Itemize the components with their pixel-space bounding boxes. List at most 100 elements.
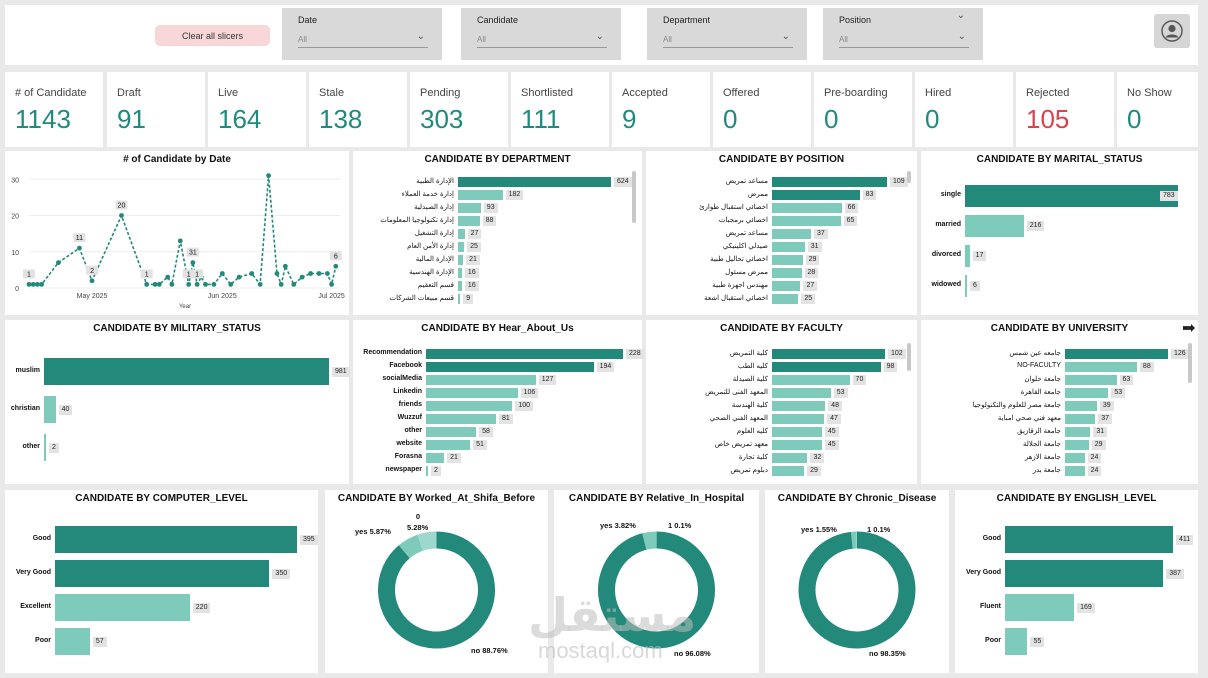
slicer-position[interactable]: Position ⌄ All ⌄: [823, 8, 983, 60]
bar[interactable]: [1065, 466, 1085, 476]
bar[interactable]: [426, 401, 513, 411]
bar[interactable]: [772, 216, 841, 226]
slicer-label: Candidate: [477, 15, 519, 25]
scrollbar[interactable]: [632, 171, 636, 223]
bar[interactable]: [772, 177, 887, 187]
bar[interactable]: [458, 294, 461, 304]
bar[interactable]: [772, 190, 860, 200]
scrollbar[interactable]: [907, 343, 911, 371]
clear-slicers-button[interactable]: Clear all slicers: [155, 25, 270, 46]
bar[interactable]: [1065, 453, 1085, 463]
bar[interactable]: [1065, 375, 1117, 385]
bar[interactable]: [458, 229, 465, 239]
slicer-dropdown[interactable]: All ⌄: [663, 30, 793, 48]
bar[interactable]: [426, 440, 471, 450]
bar[interactable]: [1005, 526, 1173, 553]
bar[interactable]: [44, 396, 56, 423]
kpi-label: Pending: [420, 87, 461, 99]
value-label: 24: [1087, 453, 1102, 463]
bar[interactable]: [1065, 349, 1168, 359]
bar[interactable]: [772, 453, 808, 463]
slicer-dropdown[interactable]: All ⌄: [298, 30, 428, 48]
bar[interactable]: [772, 229, 812, 239]
bar[interactable]: [55, 526, 297, 553]
scrollbar[interactable]: [1188, 343, 1192, 383]
bar[interactable]: [1005, 560, 1164, 587]
bar[interactable]: [44, 434, 46, 461]
bar[interactable]: [1065, 388, 1109, 398]
bar[interactable]: [426, 388, 518, 398]
bar[interactable]: [458, 190, 503, 200]
bar[interactable]: [458, 216, 480, 226]
bar[interactable]: [426, 466, 428, 476]
slicer-date[interactable]: Date All ⌄: [282, 8, 442, 60]
donut-slice[interactable]: [598, 531, 715, 649]
bar[interactable]: [965, 275, 967, 297]
bar[interactable]: [772, 440, 822, 450]
bar[interactable]: [55, 594, 190, 621]
slicer-candidate[interactable]: Candidate All ⌄: [461, 8, 621, 60]
bar[interactable]: [458, 268, 462, 278]
bar[interactable]: [55, 560, 270, 587]
bar[interactable]: [1005, 594, 1075, 621]
bar[interactable]: [55, 628, 90, 655]
slicer-department[interactable]: Department All ⌄: [647, 8, 807, 60]
kpi-card: Shortlisted 111: [511, 72, 609, 147]
bar[interactable]: [772, 294, 799, 304]
bar[interactable]: [772, 349, 885, 359]
bar[interactable]: [1065, 440, 1089, 450]
donut-slice[interactable]: [798, 531, 916, 649]
bar[interactable]: [458, 255, 464, 265]
value-label: 228: [626, 349, 644, 359]
chronic-disease-donut-panel: CANDIDATE BY Chronic_Disease yes 1.55% 1 0…: [765, 490, 949, 673]
user-avatar-icon[interactable]: [1154, 14, 1190, 48]
bar[interactable]: [965, 215, 1024, 237]
bar[interactable]: [1065, 362, 1137, 372]
bar[interactable]: [772, 466, 805, 476]
bar[interactable]: [1065, 414, 1096, 424]
bar[interactable]: [1005, 628, 1028, 655]
value-label: 27: [467, 229, 482, 239]
bar[interactable]: [772, 414, 825, 424]
bar[interactable]: [772, 242, 805, 252]
x-axis-label: Year: [179, 304, 191, 310]
category-label: socialMedia: [382, 375, 422, 382]
bar[interactable]: [44, 358, 329, 385]
bar[interactable]: [772, 203, 842, 213]
bar[interactable]: [426, 349, 623, 359]
bar[interactable]: [772, 375, 850, 385]
chevron-down-icon[interactable]: ⌄: [956, 10, 965, 21]
bar[interactable]: [458, 281, 462, 291]
scrollbar[interactable]: [907, 171, 911, 183]
bar[interactable]: [772, 401, 826, 411]
bar[interactable]: [1065, 401, 1097, 411]
donut-slice[interactable]: [642, 531, 657, 550]
bar[interactable]: [965, 185, 1178, 207]
bar[interactable]: [426, 427, 477, 437]
arrow-right-icon[interactable]: ➡: [1182, 320, 1196, 337]
slicer-dropdown[interactable]: All ⌄: [839, 30, 969, 48]
slicer-dropdown[interactable]: All ⌄: [477, 30, 607, 48]
chart-title: CANDIDATE BY POSITION: [718, 154, 845, 165]
bar[interactable]: [772, 388, 831, 398]
bar[interactable]: [772, 255, 803, 265]
donut-slice[interactable]: [378, 531, 495, 649]
bar[interactable]: [426, 414, 496, 424]
bar[interactable]: [426, 453, 445, 463]
bar[interactable]: [458, 203, 481, 213]
bar[interactable]: [426, 362, 594, 372]
category-label: الإدارة المالية: [415, 256, 454, 263]
bar[interactable]: [458, 242, 465, 252]
donut-slice[interactable]: [398, 534, 424, 559]
bar[interactable]: [772, 281, 801, 291]
donut-slice[interactable]: [417, 531, 437, 551]
bar[interactable]: [772, 362, 881, 372]
bar[interactable]: [458, 177, 611, 187]
bar[interactable]: [1065, 427, 1091, 437]
data-label-bg: [186, 247, 199, 257]
bar[interactable]: [772, 427, 822, 437]
bar[interactable]: [772, 268, 802, 278]
bar[interactable]: [426, 375, 536, 385]
bar[interactable]: [965, 245, 970, 267]
category-label: جامعة القاهرة: [1020, 389, 1061, 396]
